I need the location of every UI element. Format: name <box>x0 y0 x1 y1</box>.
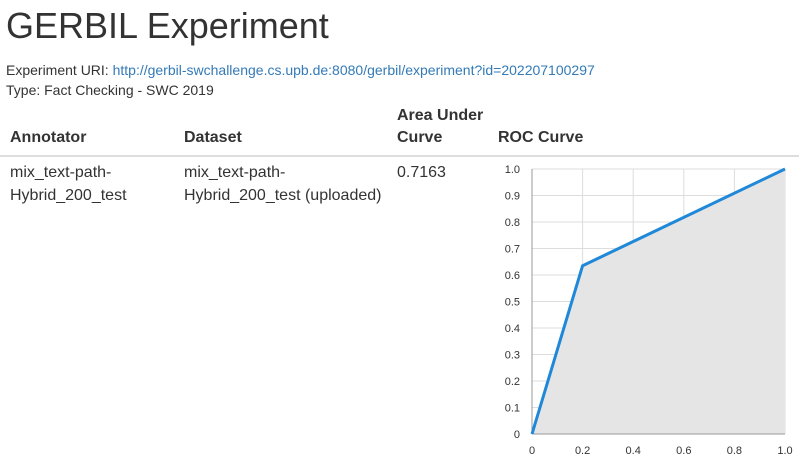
y-tick-label: 0.8 <box>505 217 520 229</box>
y-tick-label: 0.9 <box>505 191 520 203</box>
experiment-type: Type: Fact Checking - SWC 2019 <box>6 82 214 98</box>
roc-curve-chart: 0 0.1 0.2 0.3 0.4 0.5 0.6 0.7 0.8 0.9 1.0 0 0.2 0.4 0.… <box>505 164 793 457</box>
experiment-uri-line: Experiment URI: http://gerbil-swchalleng… <box>6 61 595 79</box>
x-tick-label: 0.2 <box>575 445 590 457</box>
x-tick-label: 1.0 <box>777 445 792 457</box>
table-header-divider <box>0 155 799 157</box>
y-tick-label: 0.5 <box>505 297 520 309</box>
x-tick-label: 0.8 <box>727 445 742 457</box>
roc-curve-line <box>530 167 786 435</box>
x-tick-label: 0.6 <box>676 445 691 457</box>
experiment-uri-link[interactable]: http://gerbil-swchallenge.cs.upb.de:8080… <box>112 62 595 78</box>
y-tick-label: 1.0 <box>505 164 520 176</box>
y-tick-label: 0.4 <box>505 323 520 335</box>
y-tick-label: 0.6 <box>505 270 520 282</box>
experiment-uri-label: Experiment URI: <box>6 62 109 78</box>
column-header-dataset: Dataset <box>184 129 242 146</box>
auc-value-cell: 0.7163 <box>397 164 446 181</box>
page-title: GERBIL Experiment <box>6 5 329 46</box>
y-tick-label: 0.1 <box>505 403 520 415</box>
dataset-cell: mix_text-path-Hybrid_200_test (uploaded) <box>184 164 382 204</box>
y-tick-label: 0.2 <box>505 376 520 388</box>
column-header-roc-curve: ROC Curve <box>498 129 584 146</box>
roc-area-fill <box>532 169 785 434</box>
y-tick-label: 0 <box>514 429 520 441</box>
annotator-cell: mix_text-path-Hybrid_200_test <box>10 164 127 204</box>
column-header-annotator: Annotator <box>10 129 87 146</box>
x-tick-label: 0.4 <box>626 445 641 457</box>
y-tick-label: 0.3 <box>505 350 520 362</box>
x-tick-label: 0 <box>529 445 535 457</box>
y-tick-label: 0.7 <box>505 244 520 256</box>
column-header-auc: Area Under Curve <box>397 107 484 146</box>
